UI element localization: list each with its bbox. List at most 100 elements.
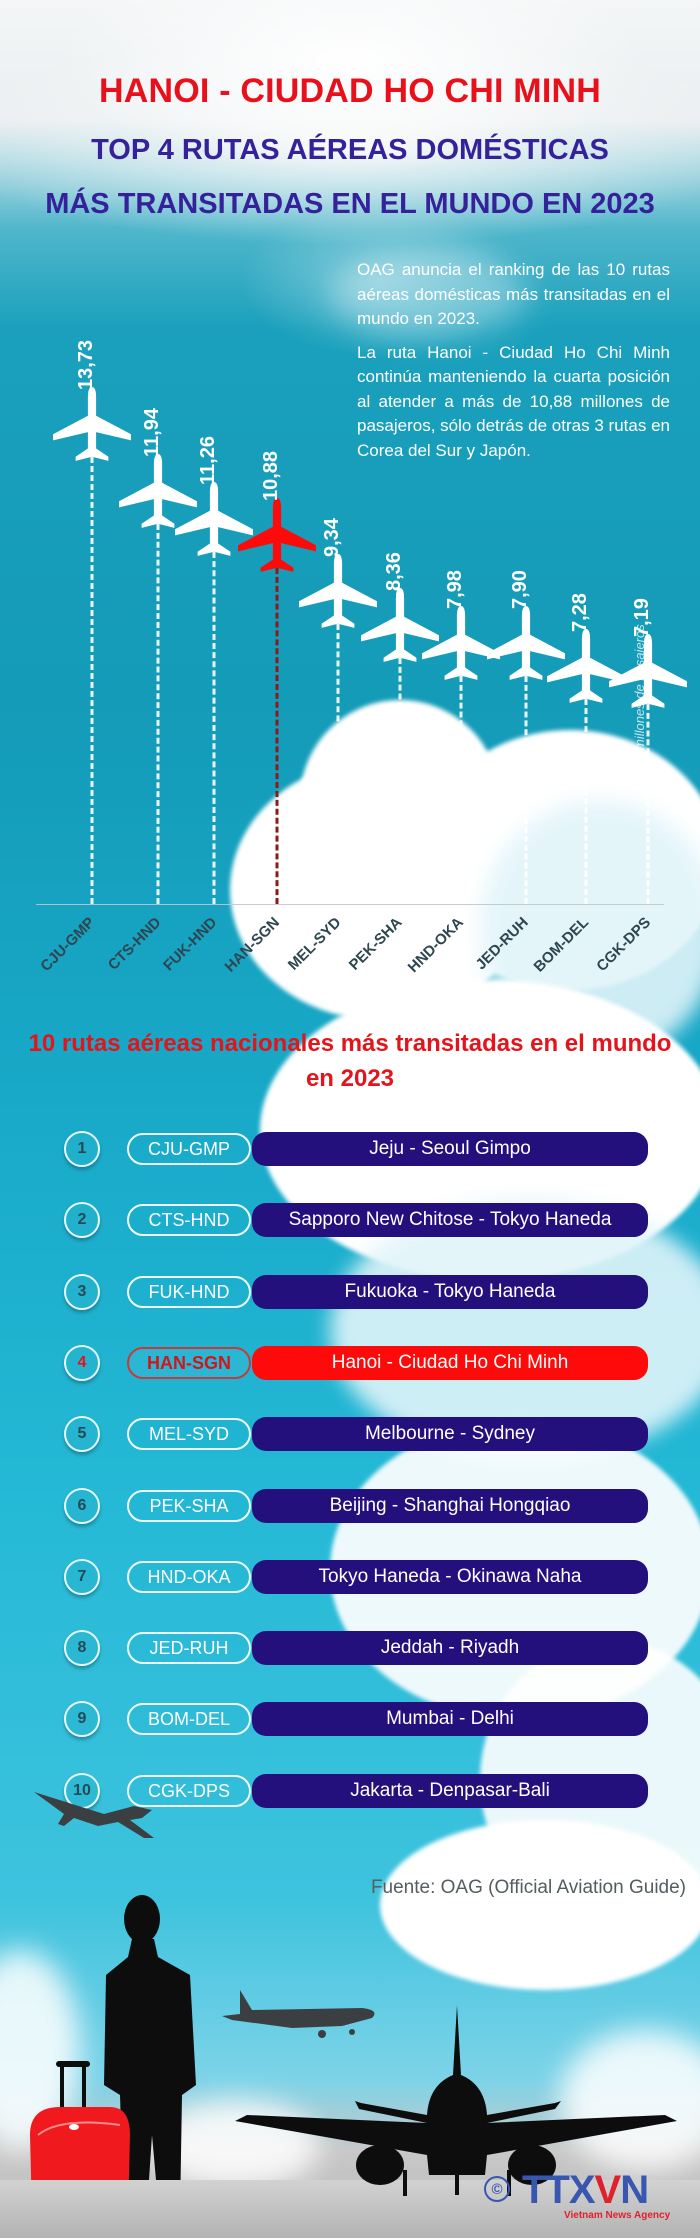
route-name-pill: Tokyo Haneda - Okinawa Naha — [252, 1560, 648, 1594]
route-code-pill: MEL-SYD — [127, 1418, 251, 1450]
route-name-pill: Fukuoka - Tokyo Haneda — [252, 1275, 648, 1309]
logo-ttx: TTX — [522, 2168, 596, 2212]
airplane-icon — [117, 452, 199, 534]
route-code-pill: CTS-HND — [127, 1204, 251, 1236]
ranking-row: 1 CJU-GMP Jeju - Seoul Gimpo — [0, 1131, 700, 1167]
ranking-row: 3 FUK-HND Fukuoka - Tokyo Haneda — [0, 1274, 700, 1310]
ranking-row: 9 BOM-DEL Mumbai - Delhi — [0, 1701, 700, 1737]
ranking-list-title: 10 rutas aéreas nacionales más transitad… — [28, 1030, 672, 1092]
bar-stem — [459, 676, 463, 904]
ranking-row: 5 MEL-SYD Melbourne - Sydney — [0, 1416, 700, 1452]
x-axis-category-label: JED-RUH — [472, 914, 533, 974]
data-value-label: 11,26 — [197, 436, 219, 485]
rank-badge: 7 — [64, 1559, 100, 1595]
route-code-pill: PEK-SHA — [127, 1490, 251, 1522]
cloud — [330, 250, 530, 340]
route-name-pill: Hanoi - Ciudad Ho Chi Minh — [252, 1346, 648, 1380]
bar-stem — [90, 457, 94, 904]
x-axis-category-label: BOM-DEL — [530, 914, 593, 976]
data-value-label: 7,28 — [569, 593, 591, 632]
x-axis-category-label: FUK-HND — [159, 914, 221, 975]
logo-wordmark: TTXVN — [522, 2168, 649, 2212]
data-value-label: 7,19 — [631, 598, 653, 637]
x-axis-category-label: MEL-SYD — [284, 914, 345, 974]
bar-stem — [524, 676, 528, 904]
airplane-icon-highlighted — [236, 496, 318, 578]
rank-badge: 4 — [64, 1345, 100, 1381]
ranking-row: 7 HND-OKA Tokyo Haneda - Okinawa Naha — [0, 1559, 700, 1595]
airplane-icon — [51, 385, 133, 467]
route-code-pill: FUK-HND — [127, 1276, 251, 1308]
rank-badge: 1 — [64, 1131, 100, 1167]
intro-paragraph-2: La ruta Hanoi - Ciudad Ho Chi Minh conti… — [357, 342, 670, 460]
ttxvn-logo: © TTXVN Vietnam News Agency — [484, 2170, 684, 2226]
airplane-icon — [359, 586, 441, 668]
airplane-icon — [297, 552, 379, 634]
route-name-pill: Jakarta - Denpasar-Bali — [252, 1774, 648, 1808]
x-axis-category-label: CTS-HND — [104, 914, 165, 974]
title-line-3: MÁS TRANSITADAS EN EL MUNDO EN 2023 — [45, 188, 655, 220]
ranking-row: 4 HAN-SGN Hanoi - Ciudad Ho Chi Minh — [0, 1345, 700, 1381]
copyright-icon: © — [484, 2176, 510, 2202]
data-value-label: 9,34 — [321, 518, 343, 557]
data-value-label: 8,36 — [383, 552, 405, 591]
route-code-pill: BOM-DEL — [127, 1703, 251, 1735]
route-name-pill: Jeju - Seoul Gimpo — [252, 1132, 648, 1166]
airplane-icon — [607, 632, 689, 714]
intro-paragraph-1: OAG anuncia el ranking de las 10 rutas a… — [357, 260, 670, 328]
logo-subtitle: Vietnam News Agency — [564, 2210, 671, 2221]
cloud — [330, 1200, 700, 1460]
ranking-row: 8 JED-RUH Jeddah - Riyadh — [0, 1630, 700, 1666]
bar-stem — [336, 624, 340, 904]
bar-stem — [156, 524, 160, 904]
title-red: HANOI - CIUDAD HO CHI MINH — [99, 72, 601, 110]
rank-badge: 3 — [64, 1274, 100, 1310]
bar-stem — [275, 568, 279, 904]
rank-badge: 6 — [64, 1488, 100, 1524]
tarmac-ground — [0, 2180, 700, 2238]
traveler-silhouette-icon — [30, 1895, 196, 2225]
rank-badge: 5 — [64, 1416, 100, 1452]
logo-v: V — [594, 2168, 622, 2212]
cloud — [560, 2030, 700, 2170]
x-axis-line — [36, 904, 664, 905]
bar-stem — [646, 704, 650, 904]
airplane-icon — [485, 604, 567, 686]
route-code-pill: HND-OKA — [127, 1561, 251, 1593]
airplane-icon — [173, 480, 255, 562]
x-axis-category-label: CJU-GMP — [37, 914, 99, 975]
route-code-pill: CGK-DPS — [127, 1775, 251, 1807]
logo-n: N — [620, 2168, 649, 2212]
landing-airplane-silhouette-icon — [222, 1990, 375, 2038]
airplane-bar-chart: 13,73 CJU-GMP 11,94 CTS-HND 11,26 FUK-HND 10,8… — [0, 0, 700, 1000]
ranking-row: 6 PEK-SHA Beijing - Shanghai Hongqiao — [0, 1488, 700, 1524]
data-value-label: 11,94 — [141, 408, 163, 457]
x-axis-category-label: PEK-SHA — [346, 914, 407, 974]
bar-stem — [398, 658, 402, 904]
ranking-row: 10 CGK-DPS Jakarta - Denpasar-Bali — [0, 1773, 700, 1809]
route-code-pill: HAN-SGN — [127, 1347, 251, 1379]
x-axis-category-label: HAN-SGN — [221, 914, 284, 976]
jet-front-silhouette-icon — [235, 2005, 677, 2196]
cloud — [380, 1820, 700, 1990]
bar-stem — [584, 699, 588, 904]
rank-badge: 9 — [64, 1701, 100, 1737]
airplane-icon — [545, 627, 627, 709]
route-code-pill: JED-RUH — [127, 1632, 251, 1664]
data-value-label: 13,73 — [75, 339, 97, 390]
route-name-pill: Melbourne - Sydney — [252, 1417, 648, 1451]
x-axis-category-label: CGK-DPS — [593, 914, 655, 975]
intro-text: OAG anuncia el ranking de las 10 rutas a… — [357, 258, 670, 472]
route-name-pill: Sapporo New Chitose - Tokyo Haneda — [252, 1203, 648, 1237]
rank-badge: 2 — [64, 1202, 100, 1238]
route-name-pill: Mumbai - Delhi — [252, 1702, 648, 1736]
route-name-pill: Beijing - Shanghai Hongqiao — [252, 1489, 648, 1523]
small-airplane-silhouette-icon — [34, 1792, 154, 1838]
data-value-label: 7,90 — [509, 570, 531, 609]
bar-stem — [212, 552, 216, 904]
airplane-icon — [420, 604, 502, 686]
route-code-pill: CJU-GMP — [127, 1133, 251, 1165]
data-value-label: 10,88 — [260, 450, 282, 501]
route-name-pill: Jeddah - Riyadh — [252, 1631, 648, 1665]
rank-badge: 8 — [64, 1630, 100, 1666]
